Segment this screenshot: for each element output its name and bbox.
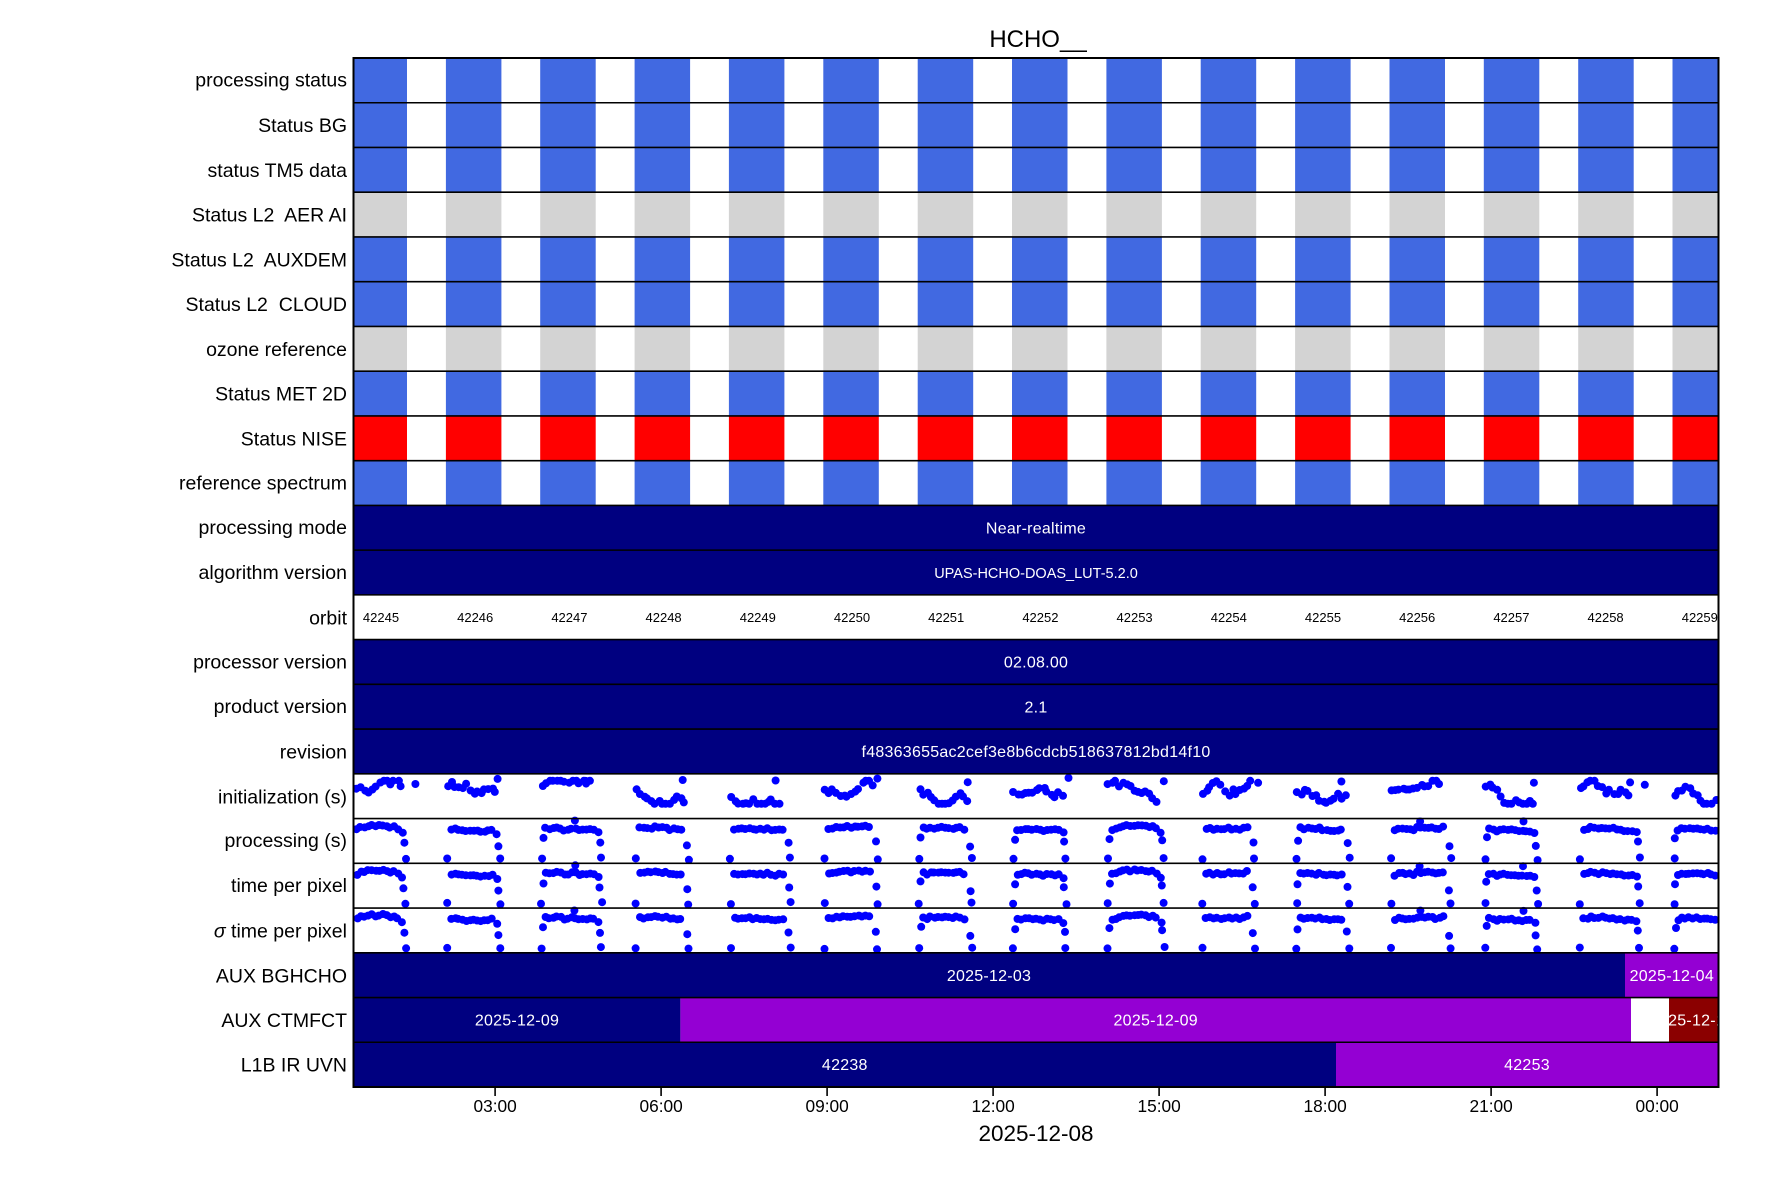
svg-text:revision: revision: [280, 742, 347, 764]
svg-text:Status BG: Status BG: [258, 115, 347, 137]
svg-text:2025-12-09: 2025-12-09: [475, 1013, 559, 1030]
svg-text:status TM5 data: status TM5 data: [208, 160, 348, 182]
svg-text:42251: 42251: [928, 610, 964, 625]
svg-text:12:00: 12:00: [971, 1096, 1014, 1116]
svg-text:processing mode: processing mode: [199, 517, 348, 539]
svg-text:42257: 42257: [1493, 610, 1529, 625]
svg-text:42238: 42238: [822, 1057, 868, 1074]
svg-text:42253: 42253: [1117, 610, 1153, 625]
svg-text:42253: 42253: [1504, 1057, 1550, 1074]
svg-text:00:00: 00:00: [1635, 1096, 1678, 1116]
svg-text:2025-12-08: 2025-12-08: [978, 1121, 1093, 1146]
svg-text:06:00: 06:00: [639, 1096, 682, 1116]
svg-text:Status L2 CLOUD: Status L2 CLOUD: [186, 294, 347, 316]
svg-text:AUX BGHCHO: AUX BGHCHO: [216, 965, 347, 987]
svg-text:Near-realtime: Near-realtime: [986, 520, 1086, 537]
svg-text:2025-12-03: 2025-12-03: [947, 968, 1031, 985]
svg-text:21:00: 21:00: [1469, 1096, 1512, 1116]
svg-text:15:00: 15:00: [1137, 1096, 1180, 1116]
svg-text:42247: 42247: [551, 610, 587, 625]
svg-text:42248: 42248: [646, 610, 682, 625]
svg-text:Status L2 AUXDEM: Status L2 AUXDEM: [171, 249, 347, 271]
svg-text:f48363655ac2cef3e8b6cdcb518637: f48363655ac2cef3e8b6cdcb518637812bd14f10: [862, 744, 1211, 761]
svg-text:09:00: 09:00: [805, 1096, 848, 1116]
svg-text:orbit: orbit: [309, 607, 348, 629]
svg-text:Status MET 2D: Status MET 2D: [215, 384, 347, 406]
svg-text:2025-12-09: 2025-12-09: [1114, 1013, 1198, 1030]
svg-text:2.1: 2.1: [1025, 699, 1048, 716]
svg-text:42249: 42249: [740, 610, 776, 625]
svg-text:2025-12-10: 2025-12-10: [1650, 1013, 1734, 1030]
svg-text:Status NISE: Status NISE: [241, 428, 347, 450]
svg-text:time per pixel: time per pixel: [231, 875, 347, 897]
svg-text:UPAS-HCHO-DOAS_LUT-5.2.0: UPAS-HCHO-DOAS_LUT-5.2.0: [934, 566, 1138, 582]
svg-text:2025-12-04: 2025-12-04: [1630, 968, 1714, 985]
svg-text:reference spectrum: reference spectrum: [179, 472, 347, 494]
svg-text:processor version: processor version: [193, 651, 347, 673]
svg-text:product version: product version: [214, 696, 347, 718]
svg-text:σ time per pixel: σ time per pixel: [214, 921, 347, 943]
svg-text:HCHO__: HCHO__: [989, 26, 1087, 53]
svg-text:L1B IR UVN: L1B IR UVN: [241, 1055, 347, 1077]
svg-text:42255: 42255: [1305, 610, 1341, 625]
svg-text:02.08.00: 02.08.00: [1004, 655, 1068, 672]
svg-text:Status L2 AER AI: Status L2 AER AI: [192, 205, 347, 227]
svg-text:processing status: processing status: [195, 70, 347, 92]
svg-text:42259: 42259: [1682, 610, 1718, 625]
svg-text:initialization (s): initialization (s): [218, 786, 347, 808]
svg-text:42252: 42252: [1022, 610, 1058, 625]
svg-text:18:00: 18:00: [1303, 1096, 1346, 1116]
svg-text:42254: 42254: [1211, 610, 1247, 625]
svg-text:42250: 42250: [834, 610, 870, 625]
svg-text:ozone reference: ozone reference: [206, 339, 347, 361]
svg-text:42246: 42246: [457, 610, 493, 625]
svg-text:processing (s): processing (s): [225, 830, 347, 852]
svg-text:AUX CTMFCT: AUX CTMFCT: [221, 1010, 347, 1032]
svg-text:42245: 42245: [363, 610, 399, 625]
svg-text:03:00: 03:00: [473, 1096, 516, 1116]
svg-text:42258: 42258: [1588, 610, 1624, 625]
svg-text:algorithm version: algorithm version: [199, 562, 347, 584]
svg-text:42256: 42256: [1399, 610, 1435, 625]
